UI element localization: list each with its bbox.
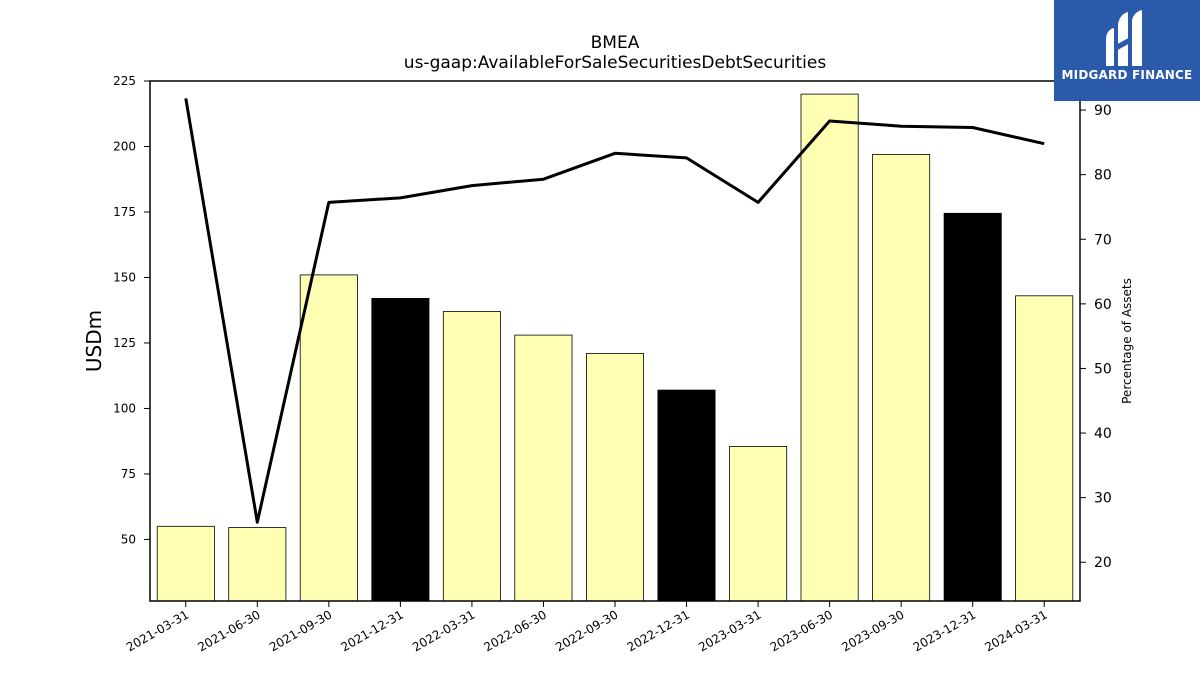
x-tick-label: 2023-03-31 — [696, 607, 763, 654]
y2-tick-label: 60 — [1094, 297, 1112, 313]
x-tick-label: 2022-03-31 — [410, 607, 477, 654]
y2-tick-label: 70 — [1094, 232, 1112, 248]
y-axis-label: USDm — [82, 310, 106, 372]
y-tick-label: 200 — [113, 139, 136, 153]
y-tick-label: 225 — [113, 74, 136, 88]
bar-2023-06-30 — [800, 93, 859, 602]
x-tick-label: 2021-12-31 — [338, 607, 405, 654]
y-tick-label: 75 — [121, 467, 136, 481]
midgard-logo-icon — [1106, 10, 1142, 66]
chart-title: BMEA — [591, 33, 640, 53]
midgard-finance-logo: MIDGARD FINANCE — [1054, 0, 1200, 101]
y2-tick-label: 50 — [1094, 361, 1112, 377]
bar-2021-06-30 — [228, 527, 287, 602]
x-tick-label: 2023-09-30 — [839, 607, 906, 654]
y-tick-label: 150 — [113, 270, 136, 284]
x-tick-label: 2022-06-30 — [482, 607, 549, 654]
bar-2024-03-31 — [1015, 295, 1074, 602]
x-tick-label: 2021-09-30 — [267, 607, 334, 654]
y2-axis-label: Percentage of Assets — [1120, 278, 1134, 404]
chart-subtitle: us-gaap:AvailableForSaleSecuritiesDebtSe… — [404, 53, 827, 73]
y-tick-label: 125 — [113, 336, 136, 350]
x-tick-label: 2022-12-31 — [625, 607, 692, 654]
bar-2023-09-30 — [872, 153, 931, 602]
bar-2021-12-31 — [371, 297, 430, 602]
bar-2021-03-31 — [156, 525, 215, 602]
x-tick-label: 2023-12-31 — [911, 607, 978, 654]
y-tick-label: 50 — [121, 532, 136, 546]
bar-2023-03-31 — [729, 445, 788, 602]
y2-tick-label: 40 — [1094, 426, 1112, 442]
y-tick-label: 175 — [113, 205, 136, 219]
bar-2023-12-31 — [943, 212, 1002, 602]
bar-2022-12-31 — [657, 389, 716, 602]
x-tick-label: 2023-06-30 — [768, 607, 835, 654]
x-tick-label: 2024-03-31 — [982, 607, 1049, 654]
y2-tick-label: 30 — [1094, 491, 1112, 507]
bar-series — [156, 93, 1074, 602]
bar-2021-09-30 — [299, 274, 358, 602]
y2-tick-label: 90 — [1094, 103, 1112, 119]
bar-2022-09-30 — [586, 352, 645, 602]
x-tick-label: 2022-09-30 — [553, 607, 620, 654]
y-tick-label: 100 — [113, 401, 136, 415]
percentage-line — [184, 98, 1045, 524]
x-tick-label: 2021-06-30 — [195, 607, 262, 654]
logo-text: MIDGARD FINANCE — [1061, 68, 1193, 82]
bar-2022-06-30 — [514, 334, 573, 602]
bar-2022-03-31 — [442, 311, 501, 602]
y2-tick-label: 80 — [1094, 168, 1112, 184]
x-tick-label: 2021-03-31 — [124, 607, 191, 654]
line-series — [184, 98, 1045, 524]
y2-tick-label: 20 — [1094, 555, 1112, 571]
